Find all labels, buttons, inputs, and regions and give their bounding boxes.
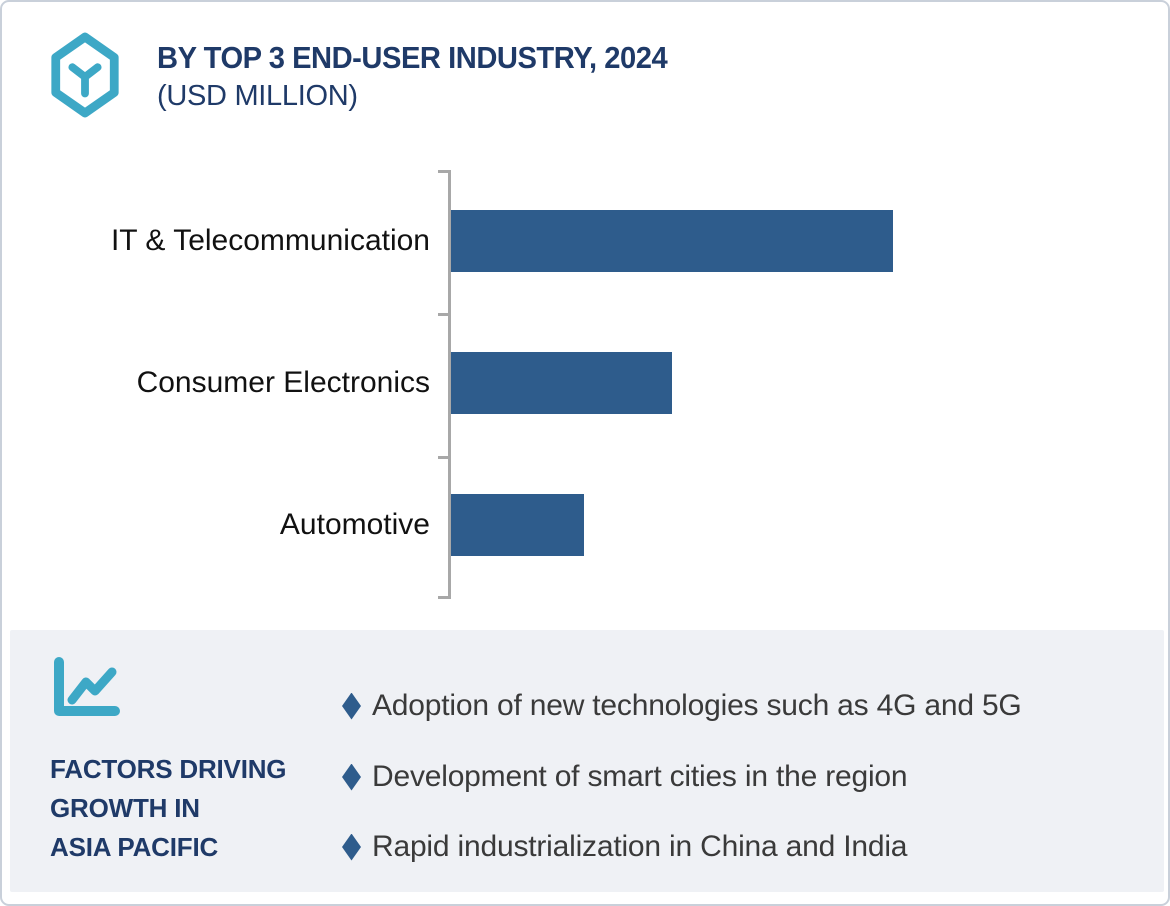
factor-item: Adoption of new technologies such as 4G … — [342, 686, 1022, 726]
factor-text: Rapid industrialization in China and Ind… — [372, 830, 908, 863]
chart-header: BY TOP 3 END-USER INDUSTRY, 2024 (USD MI… — [157, 40, 700, 113]
diamond-bullet-icon — [342, 692, 361, 720]
chart-subtitle: (USD MILLION) — [157, 80, 358, 112]
bar-chart: IT & Telecommunication Consumer Electron… — [2, 2, 1168, 630]
chart-title: BY TOP 3 END-USER INDUSTRY, 2024 — [157, 40, 668, 75]
axis-tick — [438, 170, 448, 173]
factor-item: Rapid industrialization in China and Ind… — [342, 827, 907, 867]
axis-tick — [438, 313, 448, 316]
category-axis-line — [448, 170, 451, 599]
category-label-it-telecommunication: IT & Telecommunication — [110, 224, 430, 257]
factors-heading-line: ASIA PACIFIC — [50, 832, 219, 862]
line-chart-icon — [48, 654, 124, 727]
category-label-automotive: Automotive — [279, 508, 430, 541]
factor-text: Development of smart cities in the regio… — [372, 760, 908, 793]
category-label-consumer-electronics: Consumer Electronics — [136, 366, 430, 399]
factor-text: Adoption of new technologies such as 4G … — [372, 689, 1022, 722]
factor-item: Development of smart cities in the regio… — [342, 757, 908, 797]
factors-heading-line: FACTORS DRIVING — [50, 754, 287, 784]
bar-it-telecommunication — [451, 210, 893, 272]
factors-heading-line: GROWTH IN — [50, 793, 200, 823]
bar-consumer-electronics — [451, 352, 672, 414]
diamond-bullet-icon — [342, 833, 361, 861]
diamond-bullet-icon — [342, 763, 361, 791]
axis-tick — [438, 596, 448, 599]
factors-heading: FACTORS DRIVING GROWTH IN ASIA PACIFIC — [50, 750, 287, 867]
axis-tick — [438, 456, 448, 459]
bar-automotive — [451, 494, 584, 556]
hexagon-cube-icon — [46, 31, 124, 124]
factors-panel: FACTORS DRIVING GROWTH IN ASIA PACIFIC A… — [10, 630, 1164, 892]
